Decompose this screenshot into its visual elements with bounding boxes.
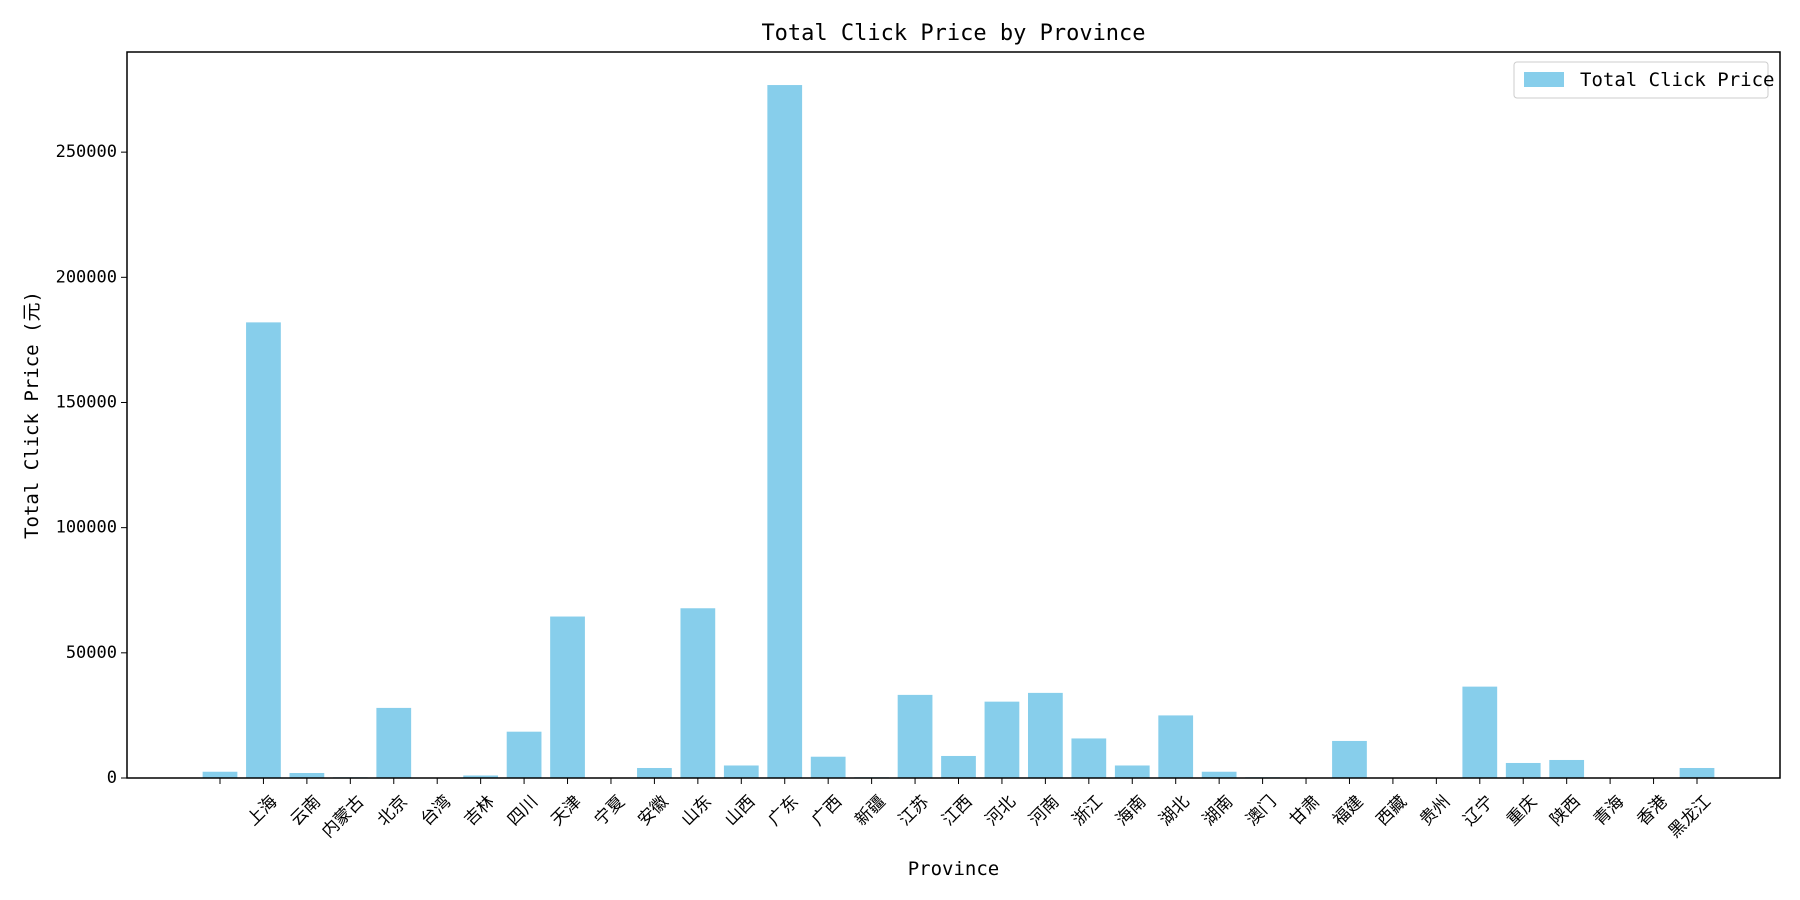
x-tick-label: 西藏 — [1373, 792, 1411, 830]
x-tick-label: 内蒙古 — [318, 792, 368, 842]
y-axis: 0 50000 100000 150000 200000 250000 — [56, 142, 127, 788]
bar-8 — [550, 616, 585, 778]
bar-20 — [1071, 738, 1107, 778]
x-tick-label: 河北 — [982, 792, 1020, 830]
legend-swatch — [1524, 72, 1564, 87]
bar-4 — [376, 707, 412, 778]
legend: Total Click Price — [1513, 61, 1774, 99]
x-axis: 上海 云南内蒙古 北京 台湾 吉林 四川 天津 宁夏 安徽 山东 山西 广东 广西 新疆 江苏 江西 河北 河南浙… — [219, 778, 1715, 842]
bar-14 — [810, 756, 846, 778]
x-tick-label: 安徽 — [634, 792, 672, 830]
x-tick-label: 陕西 — [1547, 792, 1585, 830]
x-tick-label: 辽宁 — [1460, 792, 1498, 830]
legend-label: Total Click Price — [1580, 69, 1774, 91]
y-tick-label: 50000 — [66, 643, 117, 663]
x-tick-label: 江苏 — [895, 792, 933, 830]
chart-title: Total Click Price by Province — [761, 21, 1145, 46]
bar-19 — [1028, 692, 1063, 778]
bar-18 — [984, 701, 1020, 778]
y-tick-label: 200000 — [56, 267, 117, 287]
x-tick-label: 江西 — [938, 792, 976, 830]
bar-10 — [637, 767, 672, 778]
x-tick-label: 新疆 — [851, 792, 889, 830]
x-tick-label: 天津 — [547, 792, 585, 830]
y-tick-label: 0 — [107, 768, 117, 788]
bar-16 — [897, 694, 933, 778]
x-tick-label: 吉林 — [460, 792, 498, 830]
bar-29 — [1462, 686, 1498, 778]
bar-22 — [1158, 715, 1194, 778]
plot-frame — [126, 51, 1781, 779]
x-tick-label: 重庆 — [1503, 792, 1541, 830]
x-tick-label: 广西 — [808, 792, 846, 830]
x-tick-label: 湖北 — [1156, 792, 1194, 830]
x-tick-label: 甘肃 — [1286, 792, 1324, 830]
x-tick-label: 福建 — [1329, 792, 1367, 830]
y-axis-label: Total Click Price (元) — [21, 291, 43, 539]
legend-box — [1513, 61, 1769, 99]
bar-1 — [246, 322, 281, 778]
x-tick-label: 香港 — [1633, 792, 1671, 830]
y-tick-label: 150000 — [56, 392, 117, 412]
bar-17 — [941, 755, 976, 778]
x-tick-label: 浙江 — [1069, 792, 1107, 830]
x-tick-label: 贵州 — [1416, 792, 1454, 830]
y-tick-label: 250000 — [56, 142, 117, 162]
x-tick-label: 北京 — [374, 792, 412, 830]
bar-6 — [463, 775, 499, 778]
x-tick-label: 青海 — [1590, 792, 1628, 830]
x-tick-label: 云南 — [287, 792, 325, 830]
x-tick-label: 宁夏 — [591, 792, 629, 830]
bars-group — [202, 85, 1715, 778]
bar-21 — [1114, 765, 1150, 778]
x-tick-label: 澳门 — [1242, 792, 1280, 830]
bar-2 — [289, 772, 325, 778]
bar-12 — [723, 765, 759, 778]
bar-34 — [1679, 767, 1715, 778]
x-tick-label: 四川 — [504, 792, 542, 830]
bar-0 — [202, 771, 238, 778]
x-tick-label: 黑龙江 — [1665, 792, 1715, 842]
x-tick-label: 山东 — [678, 792, 716, 830]
x-tick-label: 台湾 — [417, 792, 455, 830]
bar-13 — [767, 85, 803, 778]
x-tick-label: 上海 — [243, 792, 281, 830]
y-tick-label: 100000 — [56, 518, 117, 538]
x-tick-label: 海南 — [1112, 792, 1150, 830]
bar-23 — [1201, 771, 1237, 778]
x-tick-label: 山西 — [721, 792, 759, 830]
x-tick-label: 湖南 — [1199, 792, 1237, 830]
x-axis-label: Province — [908, 858, 1000, 880]
x-tick-label: 河南 — [1025, 792, 1063, 830]
bar-7 — [506, 731, 542, 778]
x-tick-label: 广东 — [765, 792, 803, 830]
bar-31 — [1549, 759, 1585, 778]
bar-11 — [680, 608, 716, 778]
bar-26 — [1332, 740, 1367, 778]
bar-30 — [1505, 762, 1541, 778]
